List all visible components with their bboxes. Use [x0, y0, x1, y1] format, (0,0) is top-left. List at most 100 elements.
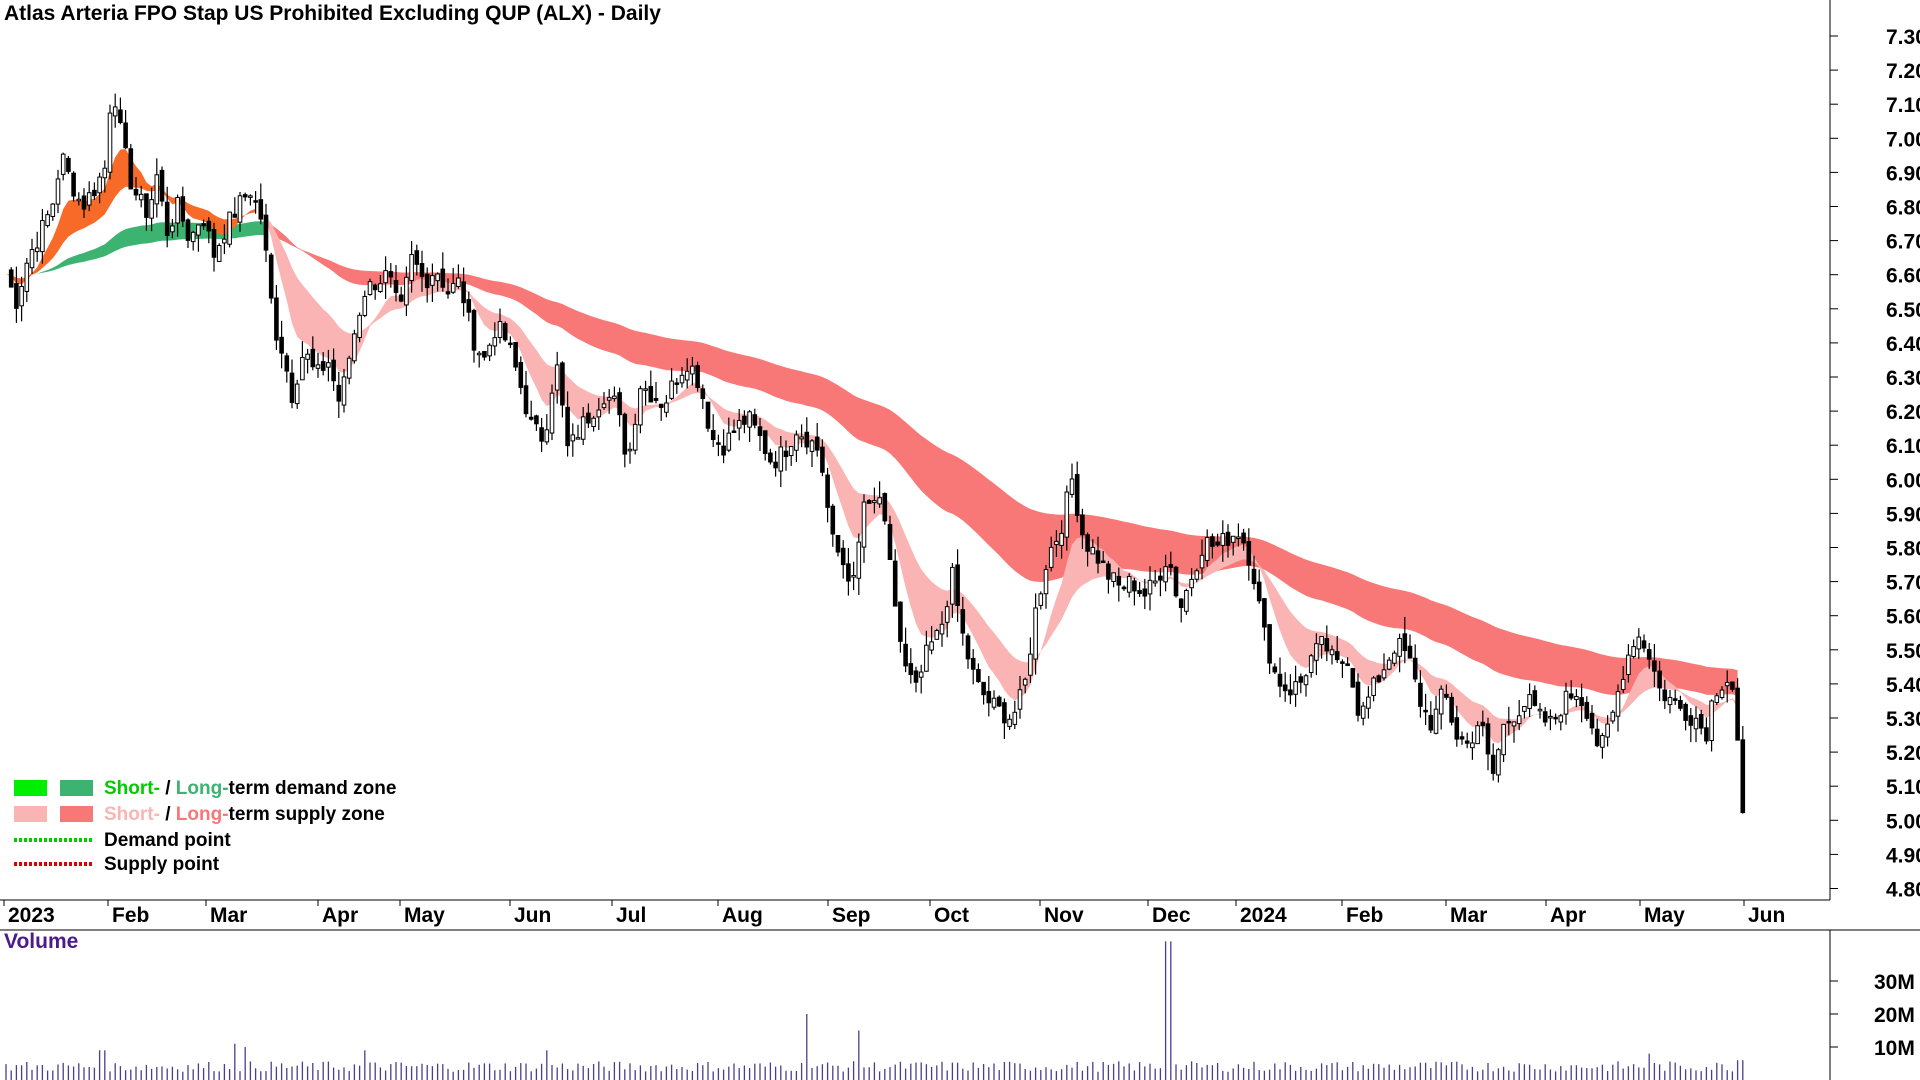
long-term-supply-zone [271, 224, 1738, 696]
price-tick-label: 7.00 [1886, 128, 1920, 151]
candle-body [170, 225, 175, 233]
candle-body [97, 176, 102, 194]
candle-body [981, 681, 986, 696]
price-tick-label: 5.50 [1886, 640, 1920, 663]
price-tick-label: 6.70 [1886, 231, 1920, 254]
legend-span: Short- [104, 778, 160, 799]
candle-body [159, 169, 165, 202]
legend-label-supply-point: Supply point [104, 854, 220, 875]
candle-body [1215, 541, 1220, 546]
candle-body [175, 196, 180, 224]
candle-body [757, 426, 763, 437]
candle-body [471, 309, 477, 351]
candle-body [892, 560, 898, 607]
candle-body [601, 403, 607, 409]
candle-body [1626, 654, 1631, 676]
candle-body [643, 388, 648, 391]
candle-body [778, 446, 784, 472]
candle-body [965, 635, 971, 660]
candle-body [346, 357, 352, 379]
candle-body [164, 201, 170, 237]
candle-body [1558, 715, 1564, 723]
candle-body [367, 281, 373, 296]
candle-body [658, 403, 664, 408]
candle-body [825, 474, 830, 508]
candle-body [627, 448, 633, 452]
x-tick-label: Mar [210, 904, 247, 927]
price-tick-label: 5.20 [1886, 742, 1920, 765]
candle-body [1620, 678, 1626, 691]
candle-body [736, 420, 742, 429]
legend-span: term demand zone [229, 778, 397, 799]
candle-body [1282, 684, 1288, 692]
candle-body [638, 388, 643, 426]
candle-body [700, 388, 706, 400]
candle-body [1194, 570, 1200, 580]
candle-body [742, 415, 747, 425]
candle-body [263, 214, 269, 251]
price-tick-label: 5.90 [1886, 503, 1920, 526]
candle-body [1069, 478, 1075, 495]
legend-label-demand-zone: Short- / Long-term demand zone [104, 778, 396, 799]
candle-body [378, 283, 383, 292]
candle-body [591, 417, 596, 428]
candle-body [1553, 716, 1558, 720]
candle-body [1277, 673, 1283, 687]
candle-body [887, 523, 893, 560]
candle-body [960, 609, 966, 634]
x-tick-label: Apr [1550, 904, 1586, 927]
price-tick-label: 5.30 [1886, 708, 1920, 731]
candle-body [1600, 735, 1605, 748]
candle-body [1007, 718, 1012, 727]
candle-body [1256, 581, 1262, 602]
candle-body [45, 214, 50, 227]
candle-body [258, 199, 264, 220]
candle-body [648, 385, 654, 403]
candle-body [456, 277, 461, 287]
candle-body [1199, 554, 1205, 569]
price-tick-label: 7.30 [1886, 26, 1920, 49]
candle-body [1095, 550, 1101, 564]
price-tick-label: 6.60 [1886, 265, 1920, 288]
price-tick-label: 5.60 [1886, 606, 1920, 629]
candle-body [1516, 715, 1522, 725]
candle-body [549, 392, 555, 434]
candle-body [1126, 575, 1132, 593]
candle-body [830, 505, 836, 535]
candle-body [1173, 566, 1179, 597]
candle-body [1267, 624, 1272, 664]
candle-body [508, 342, 513, 346]
candle-body [518, 361, 524, 388]
candle-body [835, 535, 841, 553]
candle-body [1022, 678, 1028, 686]
candle-body [1262, 598, 1267, 628]
candle-body [814, 436, 820, 451]
price-tick-label: 7.20 [1886, 60, 1920, 83]
candle-body [1324, 637, 1330, 652]
x-tick-label: Oct [934, 904, 969, 927]
candle-body [1537, 708, 1543, 712]
candle-body [284, 355, 290, 372]
candle-body [1662, 689, 1668, 702]
candle-body [575, 437, 581, 440]
candle-body [1381, 669, 1387, 679]
candle-body [242, 194, 248, 198]
candle-body [372, 284, 378, 291]
candle-body [1652, 660, 1657, 672]
candle-body [476, 352, 482, 356]
candle-body [315, 364, 321, 369]
candle-body [939, 623, 945, 635]
candle-body [1709, 700, 1714, 741]
legend-label-demand-point: Demand point [104, 830, 231, 851]
candle-body [274, 297, 279, 341]
candle-body [8, 269, 14, 288]
candle-body [14, 283, 19, 309]
candle-body [1568, 693, 1574, 699]
x-tick-label: Jul [616, 904, 646, 927]
candle-body [528, 416, 534, 420]
candle-body [534, 415, 539, 425]
candle-body [1418, 682, 1423, 707]
candle-body [1438, 688, 1444, 715]
candle-body [1678, 700, 1683, 709]
